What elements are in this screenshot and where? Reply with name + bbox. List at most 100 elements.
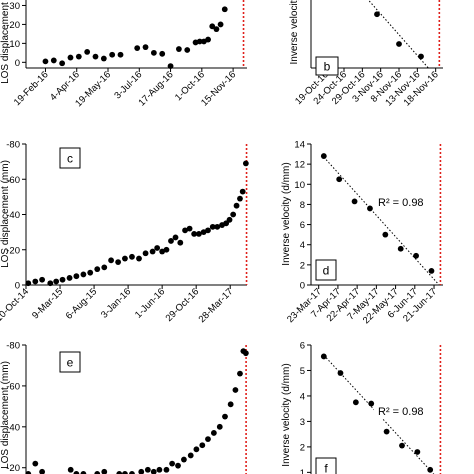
data-point-c: [32, 278, 39, 285]
data-point-b: [418, 53, 424, 60]
data-point-e: [122, 470, 128, 474]
data-point-a: [67, 54, 74, 61]
data-point-e: [116, 470, 123, 474]
data-point-f: [399, 442, 405, 449]
x-tick-label-c: 29-Oct-16: [164, 286, 202, 324]
y-tick-label-c: -40: [6, 210, 20, 221]
data-point-c: [230, 211, 237, 218]
data-point-c: [233, 202, 240, 209]
trend-line-b: [367, 0, 429, 69]
y-axis-label-b: Inverse velocity: [289, 0, 300, 64]
panel-label-box-c: [59, 147, 81, 169]
data-point-d: [336, 176, 343, 183]
y-tick-label-c: -20: [6, 245, 20, 256]
data-point-c: [87, 269, 94, 276]
data-point-a: [221, 6, 228, 13]
data-point-c: [237, 195, 243, 202]
data-point-c: [168, 238, 174, 244]
panel-label-box-f: [315, 457, 337, 474]
data-point-d: [397, 245, 404, 252]
y-tick-label-d: 14: [294, 140, 305, 151]
data-point-c: [122, 255, 128, 262]
panel-label-box-b: [315, 56, 339, 76]
data-point-c: [214, 223, 221, 230]
panel-label-f: f: [324, 462, 328, 474]
panel-c: -80 -60 -40 -20 010-Oct-149-Mar-156-Aug-15 3-…: [0, 140, 249, 325]
y-tick-label-d: 10: [294, 180, 305, 191]
data-point-c: [80, 271, 87, 278]
data-point-a: [42, 58, 49, 65]
panel-label-box-e: [59, 351, 81, 373]
data-point-c: [66, 275, 73, 281]
panel-b: 19-Oct-1624-Oct-1629-Oct-163-Nov-168-Nov…: [289, 0, 443, 108]
data-point-d: [413, 252, 419, 259]
x-tick-label-a: 19-Feb-16: [12, 69, 51, 108]
data-point-c: [172, 234, 179, 241]
data-point-e: [129, 470, 135, 474]
data-point-d: [320, 153, 327, 159]
y-tick-label-c: -80: [6, 140, 20, 151]
y-tick-label-c: 0: [15, 281, 20, 292]
panel-f: 1 2 3 4 5 6 Inverse velocity (d/mm) R² = 0.98 f: [281, 341, 442, 474]
data-point-d: [428, 268, 435, 274]
data-point-e: [232, 387, 239, 393]
y-tick-label-e: -60: [6, 381, 20, 392]
data-point-f: [320, 353, 327, 360]
data-point-c: [101, 264, 108, 271]
data-point-c: [39, 276, 46, 283]
data-point-f: [352, 399, 359, 406]
data-point-f: [427, 466, 434, 473]
data-point-e: [199, 442, 206, 449]
data-point-a: [213, 26, 220, 33]
panel-label-c: c: [67, 152, 73, 166]
y-tick-label-c: -60: [6, 175, 20, 186]
data-point-e: [193, 446, 200, 453]
y-tick-label-f: 5: [300, 366, 305, 377]
data-point-f: [368, 400, 375, 407]
data-point-c: [205, 227, 211, 234]
y-tick-label-a: -30: [6, 1, 20, 12]
y-tick-label-f: 4: [300, 391, 305, 402]
data-point-c: [209, 223, 216, 230]
data-point-c: [53, 278, 60, 285]
data-point-c: [129, 253, 135, 260]
y-tick-label-e: -20: [6, 463, 20, 474]
data-point-e: [94, 470, 101, 474]
data-point-e: [227, 401, 234, 408]
y-tick-label-a: -20: [6, 20, 20, 31]
data-point-f: [414, 449, 421, 455]
x-tick-label-c: 3-Jan-16: [99, 286, 133, 320]
data-point-a: [205, 36, 211, 43]
data-point-e: [210, 430, 217, 436]
data-point-a: [209, 23, 216, 30]
data-point-c: [226, 216, 233, 223]
data-point-e: [187, 452, 194, 459]
data-point-c: [186, 225, 193, 232]
data-point-a: [217, 21, 224, 28]
y-axis-label-d: Inverse velocity (d/mm): [281, 162, 292, 265]
y-tick-label-d: 2: [300, 260, 305, 271]
data-point-c: [149, 248, 156, 255]
data-point-a: [184, 47, 191, 53]
data-point-c: [25, 280, 32, 287]
data-point-a: [50, 57, 57, 64]
y-tick-label-d: 0: [300, 281, 305, 292]
data-point-e: [25, 470, 32, 474]
y-tick-label-f: 2: [300, 442, 305, 453]
panel-label-box-d: [315, 259, 337, 281]
panel-d: 0246810121423-Mar-177-Apr-1722-Apr-177-M…: [281, 140, 443, 326]
data-point-a: [100, 55, 107, 62]
data-point-d: [351, 198, 358, 205]
data-point-c: [108, 257, 114, 264]
data-point-e: [150, 468, 157, 474]
data-point-b: [396, 41, 402, 47]
y-tick-label-d: 6: [300, 220, 305, 231]
data-point-e: [32, 460, 39, 467]
y-tick-label-f: 3: [300, 417, 305, 428]
data-point-c: [94, 266, 101, 273]
data-point-e: [80, 470, 87, 474]
data-point-f: [383, 428, 390, 435]
annotation-bg-d: [374, 195, 434, 210]
